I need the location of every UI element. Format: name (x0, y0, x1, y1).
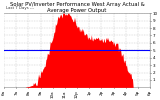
Title: Solar PV/Inverter Performance West Array Actual & Average Power Output: Solar PV/Inverter Performance West Array… (10, 2, 144, 13)
Text: Last 7 Days ---: Last 7 Days --- (6, 6, 34, 10)
